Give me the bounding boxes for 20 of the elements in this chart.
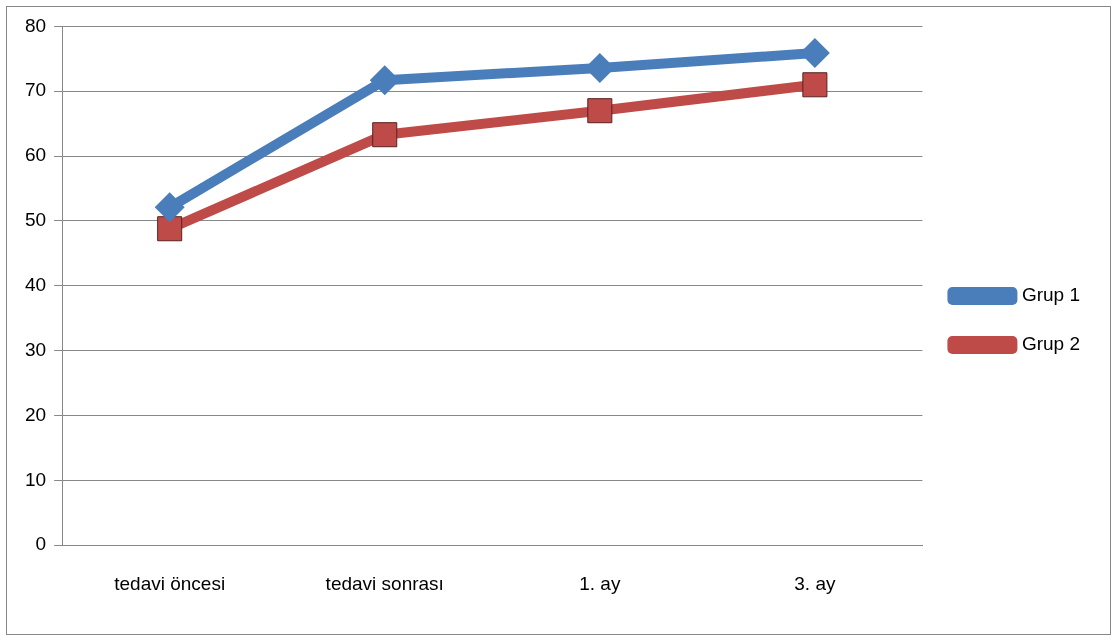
x-tick-label: tedavi sonrası: [325, 572, 444, 594]
y-tick-label: 0: [35, 533, 47, 555]
legend-label: Grup 1: [1021, 284, 1081, 306]
point: [157, 216, 183, 242]
x-tick-label: tedavi öncesi: [114, 572, 226, 594]
y-tick-label: 50: [24, 209, 47, 231]
legend-label: Grup 2: [1021, 333, 1081, 355]
point: [802, 72, 828, 98]
y-tick-label: 70: [24, 79, 47, 101]
point: [154, 192, 185, 223]
point: [372, 122, 398, 148]
x-tick-label: 3. ay: [794, 572, 836, 594]
y-tick-label: 60: [24, 144, 47, 166]
y-tick-label: 40: [24, 274, 47, 296]
point: [587, 98, 613, 124]
x-tick-label: 1. ay: [579, 572, 621, 594]
y-tick-label: 30: [24, 338, 47, 360]
y-tick-label: 20: [24, 403, 47, 425]
y-tick-label: 80: [24, 14, 47, 36]
y-tick-label: 10: [24, 468, 47, 490]
